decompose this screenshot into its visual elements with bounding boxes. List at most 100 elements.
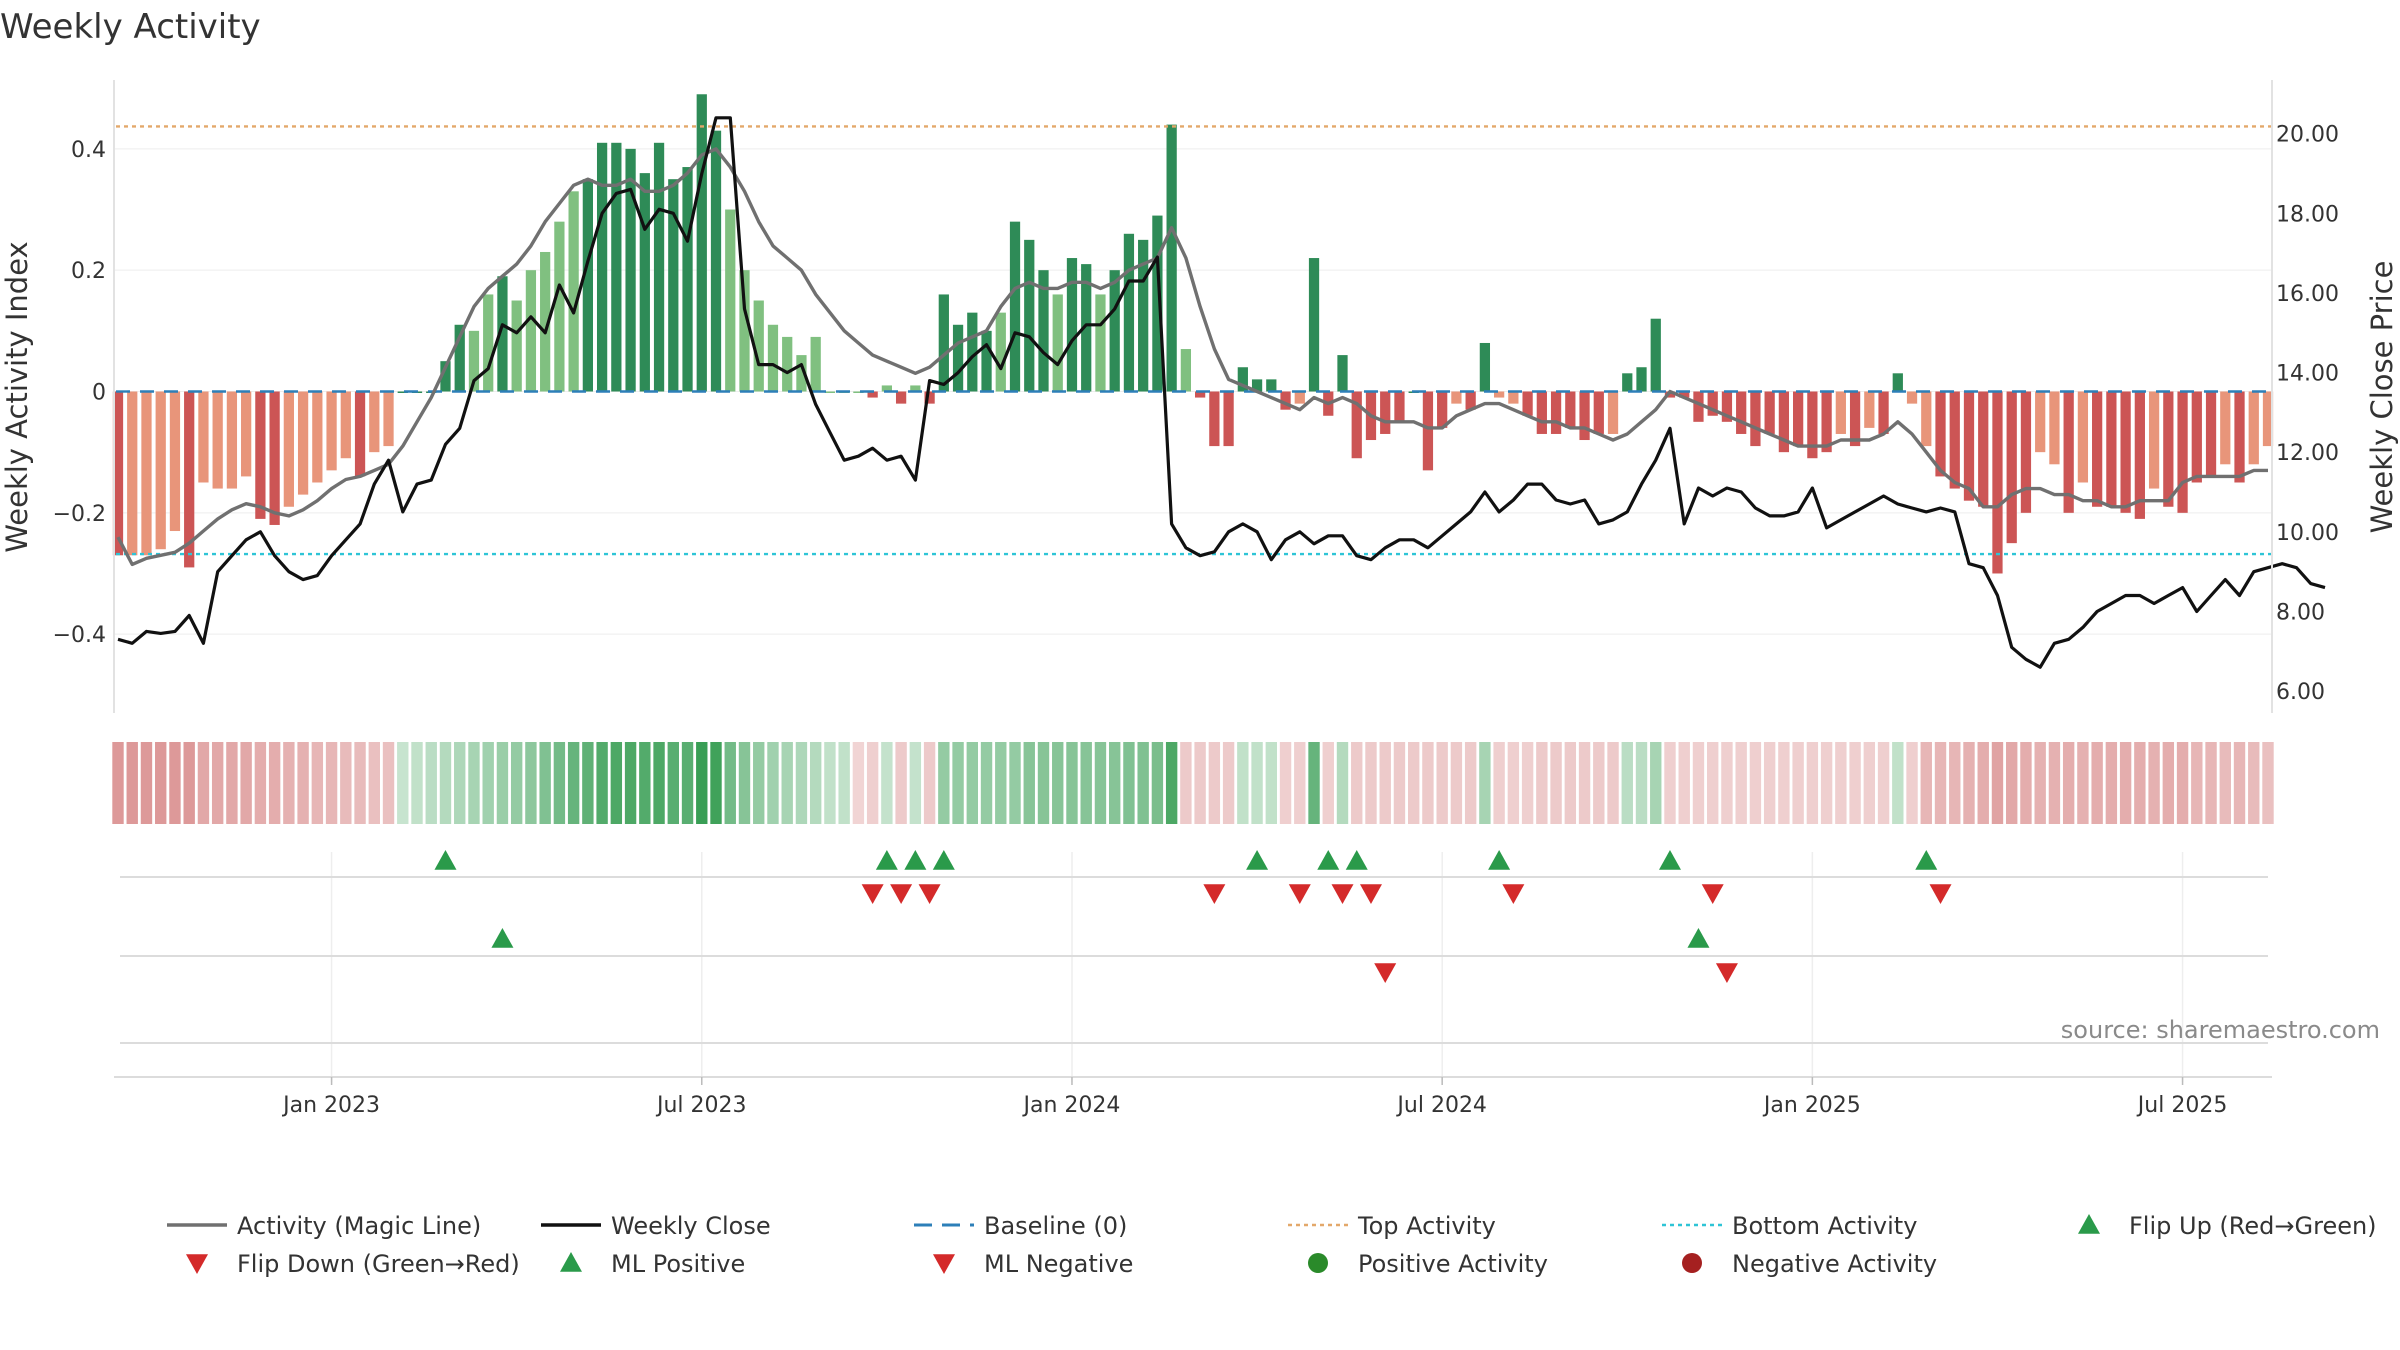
heat-cell-43	[724, 742, 736, 824]
activity-bar-96	[1479, 342, 1491, 392]
heat-cell-63	[1009, 742, 1021, 824]
heat-cell-149	[2233, 742, 2246, 824]
x-tick-label-2: Jan 2024	[1022, 1093, 1121, 1118]
activity-bar-75	[1180, 349, 1192, 392]
heat-cell-0	[112, 742, 124, 824]
heat-cell-54	[881, 742, 893, 824]
activity-bar-129	[1949, 391, 1960, 489]
activity-bar-34	[596, 142, 608, 392]
flip-down-marker-2	[918, 884, 941, 904]
activity-bar-3	[155, 391, 166, 550]
heat-cell-98	[1507, 742, 1520, 824]
activity-bar-36	[625, 148, 636, 392]
activity-bar-53	[867, 391, 878, 398]
activity-bar-57	[924, 391, 935, 404]
heat-cell-141	[2119, 742, 2132, 824]
heat-cell-67	[1066, 742, 1078, 824]
heat-cell-100	[1536, 742, 1548, 824]
heat-cell-109	[1664, 742, 1676, 824]
activity-bar-63	[1009, 221, 1021, 392]
heat-cell-110	[1678, 742, 1690, 824]
heat-cell-21	[411, 742, 423, 824]
heat-cell-133	[2006, 742, 2018, 824]
y-right-tick-label-4: 12.00	[2276, 441, 2339, 466]
flip-down-marker-0	[861, 884, 884, 904]
heat-cell-130	[1963, 742, 1975, 824]
activity-bar-70	[1109, 270, 1120, 392]
activity-bar-149	[2234, 391, 2245, 483]
heat-cell-81	[1265, 742, 1278, 824]
heat-cell-1	[126, 742, 138, 824]
heat-cell-8	[226, 742, 238, 824]
legend-label-4: Bottom Activity	[1732, 1212, 1917, 1240]
activity-bar-134	[2020, 391, 2032, 513]
activity-bar-6	[198, 391, 209, 483]
heat-cell-39	[667, 742, 679, 824]
flip-down-marker-6	[1359, 884, 1382, 904]
heat-cell-103	[1578, 742, 1591, 824]
activity-bar-146	[2191, 391, 2202, 483]
heat-cell-143	[2148, 742, 2160, 824]
heat-cell-2	[140, 742, 153, 824]
heat-cell-97	[1493, 742, 1505, 824]
heat-cell-60	[966, 742, 978, 824]
heat-cell-119	[1806, 742, 1819, 824]
activity-bar-23	[440, 361, 451, 392]
heat-cell-124	[1877, 742, 1890, 824]
heat-cell-146	[2191, 742, 2203, 824]
activity-bar-95	[1465, 391, 1476, 410]
heat-cell-83	[1294, 742, 1306, 824]
activity-bar-123	[1864, 391, 1875, 428]
activity-bar-114	[1736, 391, 1747, 434]
heat-cell-122	[1849, 742, 1861, 824]
x-tick-label-0: Jan 2023	[281, 1093, 380, 1118]
activity-bar-24	[454, 324, 465, 392]
activity-bar-83	[1294, 391, 1305, 404]
activity-bar-112	[1707, 391, 1718, 416]
legend-label-2: Baseline (0)	[984, 1212, 1127, 1240]
heat-cell-69	[1094, 742, 1107, 824]
y-axis-right-label: Weekly Close Price	[2365, 261, 2399, 534]
activity-bar-100	[1536, 391, 1547, 434]
heat-cell-47	[781, 742, 793, 824]
activity-bar-58	[938, 294, 949, 392]
heat-cell-84	[1308, 742, 1320, 824]
heat-cell-120	[1820, 742, 1833, 824]
activity-bar-64	[1024, 239, 1035, 392]
x-tick-label-1: Jul 2023	[655, 1093, 747, 1118]
legend-label-0: Activity (Magic Line)	[237, 1212, 481, 1240]
flip-markers	[120, 850, 2268, 1082]
heat-cell-101	[1550, 742, 1562, 824]
flip-down-marker-3	[1203, 884, 1226, 904]
heat-cell-85	[1322, 742, 1334, 824]
activity-bar-126	[1906, 391, 1918, 404]
source-credit: source: sharemaestro.com	[2061, 1016, 2380, 1044]
activity-bar-104	[1593, 391, 1604, 434]
activity-bar-122	[1849, 391, 1861, 447]
heat-cell-41	[696, 742, 708, 824]
heat-cell-78	[1222, 742, 1235, 824]
heat-cell-49	[809, 742, 822, 824]
activity-bar-41	[696, 94, 707, 392]
legend-symbol-9	[1308, 1253, 1328, 1273]
heat-cell-11	[268, 742, 281, 824]
ml-negative-marker-0	[1374, 963, 1397, 983]
activity-bar-8	[226, 391, 238, 489]
activity-bar-148	[2220, 391, 2231, 465]
x-tick-label-3: Jul 2024	[1395, 1093, 1487, 1118]
activity-bar-14	[312, 391, 323, 483]
heat-cell-117	[1778, 742, 1790, 824]
heat-cell-137	[2062, 742, 2075, 824]
heat-cell-128	[1934, 742, 1947, 824]
heat-cell-38	[653, 742, 665, 824]
heat-cell-17	[354, 742, 366, 824]
ml-negative-marker-1	[1715, 963, 1738, 983]
legend-label-7: ML Positive	[611, 1250, 745, 1278]
activity-bar-42	[710, 130, 722, 392]
activity-bar-128	[1935, 391, 1946, 477]
flip-down-marker-1	[890, 884, 913, 904]
y-left-tick-label-4: −0.4	[53, 623, 106, 648]
activity-bar-103	[1579, 391, 1590, 441]
heat-cell-18	[368, 742, 380, 824]
activity-bar-50	[824, 391, 836, 393]
